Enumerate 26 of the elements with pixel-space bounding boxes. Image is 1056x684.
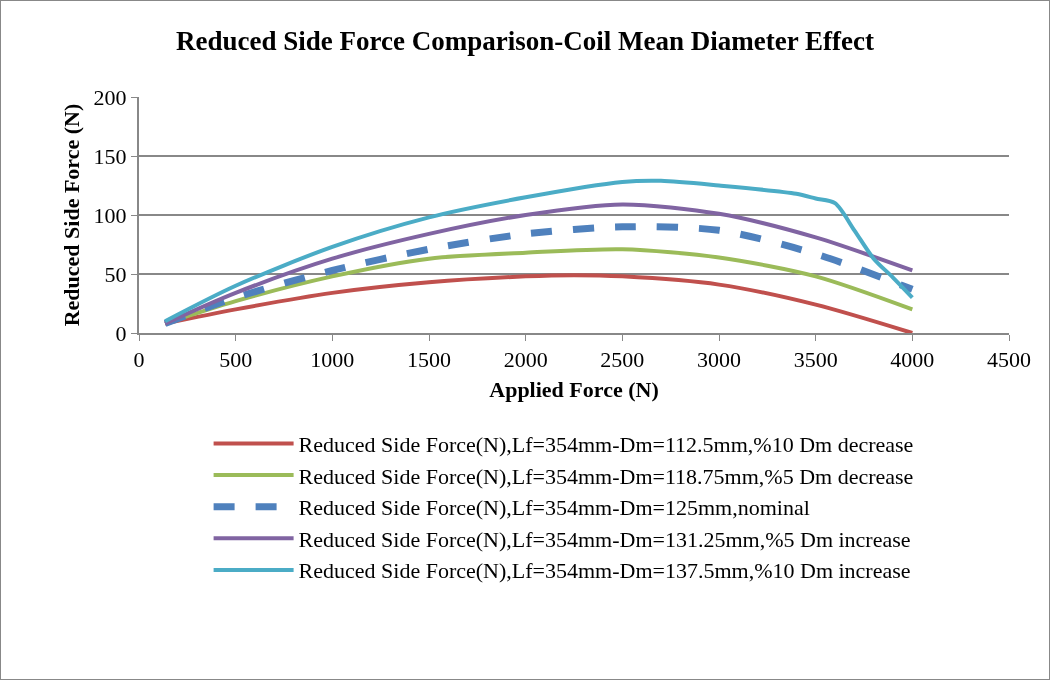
line-series	[163, 202, 915, 326]
x-tick-label: 0	[133, 347, 145, 373]
x-tick-label: 500	[219, 347, 253, 373]
y-tick-label: 50	[104, 261, 127, 287]
y-axis-title: Reduced Side Force (N)	[58, 103, 84, 327]
x-tick-label: 1000	[310, 347, 355, 373]
x-tick-label: 2500	[600, 347, 645, 373]
y-tick-label: 0	[115, 320, 127, 346]
legend-label: Reduced Side Force(N),Lf=354mm-Dm=112.5mm,%10 Dm decrease	[298, 432, 914, 458]
y-tick-label: 150	[93, 143, 127, 169]
line-series	[163, 273, 915, 333]
legend-label: Reduced Side Force(N),Lf=354mm-Dm=118.75mm,%5 Dm decrease	[298, 463, 914, 489]
chart-title: Reduced Side Force Comparison-Coil Mean Diameter Effect	[176, 26, 874, 57]
y-tick-label: 200	[93, 84, 127, 110]
x-tick-label: 1500	[407, 347, 451, 373]
x-tick-label: 3000	[697, 347, 741, 373]
x-tick-label: 4500	[987, 347, 1031, 373]
y-tick-label: 100	[93, 202, 127, 228]
x-tick-label: 3500	[793, 347, 838, 373]
legend-label: Reduced Side Force(N),Lf=354mm-Dm=125mm,nominal	[298, 495, 810, 521]
line-series	[163, 178, 915, 324]
legend-label: Reduced Side Force(N),Lf=354mm-Dm=131.25mm,%5 Dm increase	[298, 526, 911, 552]
x-tick-label: 4000	[890, 347, 935, 373]
legend-label: Reduced Side Force(N),Lf=354mm-Dm=137.5mm,%10 Dm increase	[298, 558, 911, 584]
x-tick-label: 2000	[503, 347, 548, 373]
x-axis-title: Applied Force (N)	[489, 376, 659, 402]
